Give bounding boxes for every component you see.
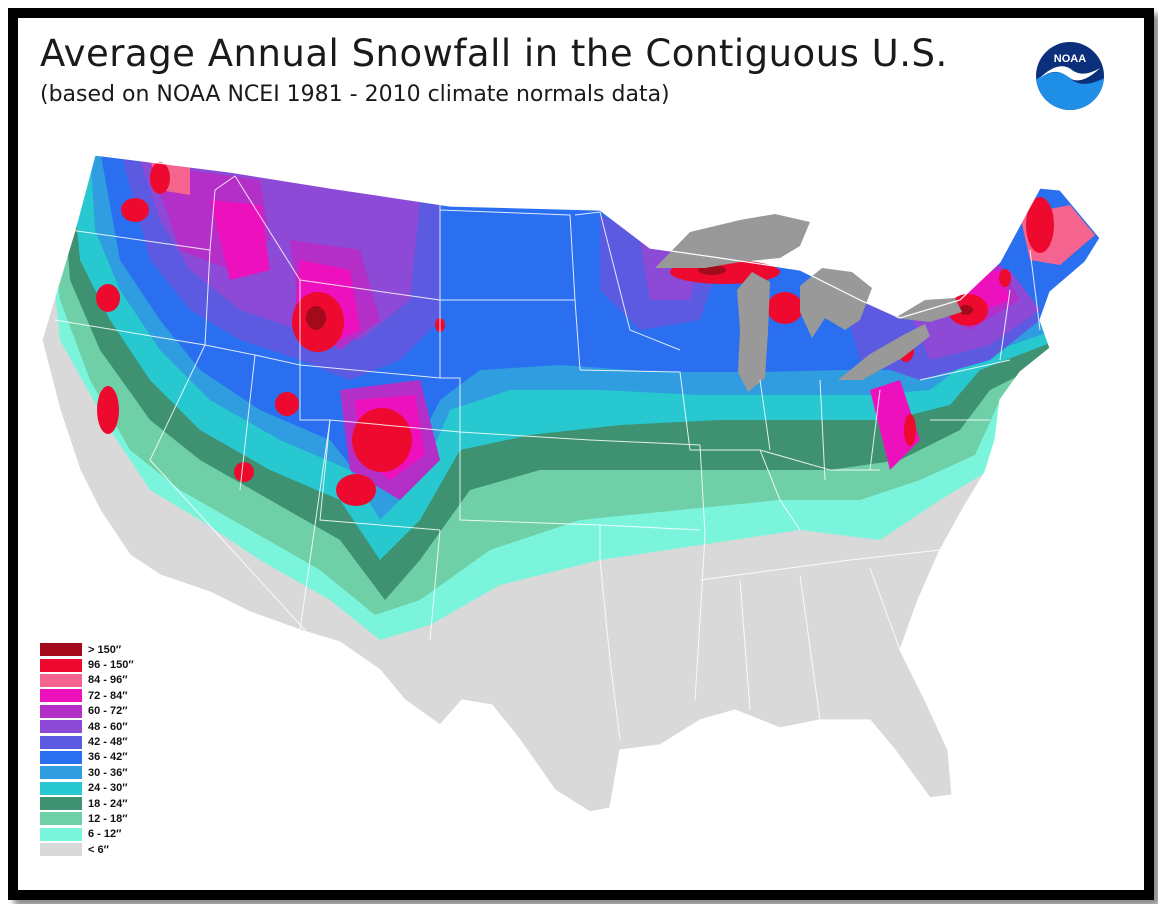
state-lines xyxy=(54,175,1041,741)
map-subtitle: (based on NOAA NCEI 1981 - 2010 climate … xyxy=(40,82,670,107)
legend-item: 30 - 36″ xyxy=(40,765,134,780)
legend-swatch xyxy=(40,843,82,857)
legend-label: 60 - 72″ xyxy=(88,705,128,718)
legend-item: < 6″ xyxy=(40,842,134,857)
legend-label: 12 - 18″ xyxy=(88,812,128,825)
legend-item: 36 - 42″ xyxy=(40,750,134,765)
legend-label: 84 - 96″ xyxy=(88,674,128,687)
legend-item: > 150″ xyxy=(40,642,134,657)
legend-item: 48 - 60″ xyxy=(40,719,134,734)
legend-label: 6 - 12″ xyxy=(88,828,122,841)
legend: > 150″ 96 - 150″ 84 - 96″ 72 - 84″ 60 - 72″ 4… xyxy=(40,642,134,857)
legend-item: 96 - 150″ xyxy=(40,657,134,672)
legend-swatch xyxy=(40,673,82,687)
legend-item: 24 - 30″ xyxy=(40,781,134,796)
legend-swatch xyxy=(40,750,82,764)
legend-label: 48 - 60″ xyxy=(88,720,128,733)
legend-item: 6 - 12″ xyxy=(40,827,134,842)
legend-swatch xyxy=(40,781,82,795)
legend-item: 72 - 84″ xyxy=(40,688,134,703)
noaa-logo: NOAA xyxy=(1033,39,1107,113)
legend-swatch xyxy=(40,812,82,826)
noaa-logo-text: NOAA xyxy=(1054,53,1086,65)
legend-label: 72 - 84″ xyxy=(88,689,128,702)
legend-swatch xyxy=(40,720,82,734)
legend-label: 18 - 24″ xyxy=(88,797,128,810)
legend-label: 36 - 42″ xyxy=(88,751,128,764)
legend-swatch xyxy=(40,643,82,657)
legend-label: 42 - 48″ xyxy=(88,736,128,749)
legend-swatch xyxy=(40,766,82,780)
legend-label: 96 - 150″ xyxy=(88,659,134,672)
legend-item: 42 - 48″ xyxy=(40,734,134,749)
legend-label: 30 - 36″ xyxy=(88,766,128,779)
legend-swatch xyxy=(40,658,82,672)
legend-swatch xyxy=(40,704,82,718)
legend-label: 24 - 30″ xyxy=(88,782,128,795)
map-title: Average Annual Snowfall in the Contiguou… xyxy=(40,32,948,75)
legend-item: 84 - 96″ xyxy=(40,673,134,688)
legend-item: 12 - 18″ xyxy=(40,811,134,826)
legend-swatch xyxy=(40,827,82,841)
legend-item: 60 - 72″ xyxy=(40,704,134,719)
legend-label: > 150″ xyxy=(88,643,122,656)
legend-label: < 6″ xyxy=(88,843,109,856)
legend-item: 18 - 24″ xyxy=(40,796,134,811)
legend-swatch xyxy=(40,689,82,703)
legend-swatch xyxy=(40,797,82,811)
legend-swatch xyxy=(40,735,82,749)
